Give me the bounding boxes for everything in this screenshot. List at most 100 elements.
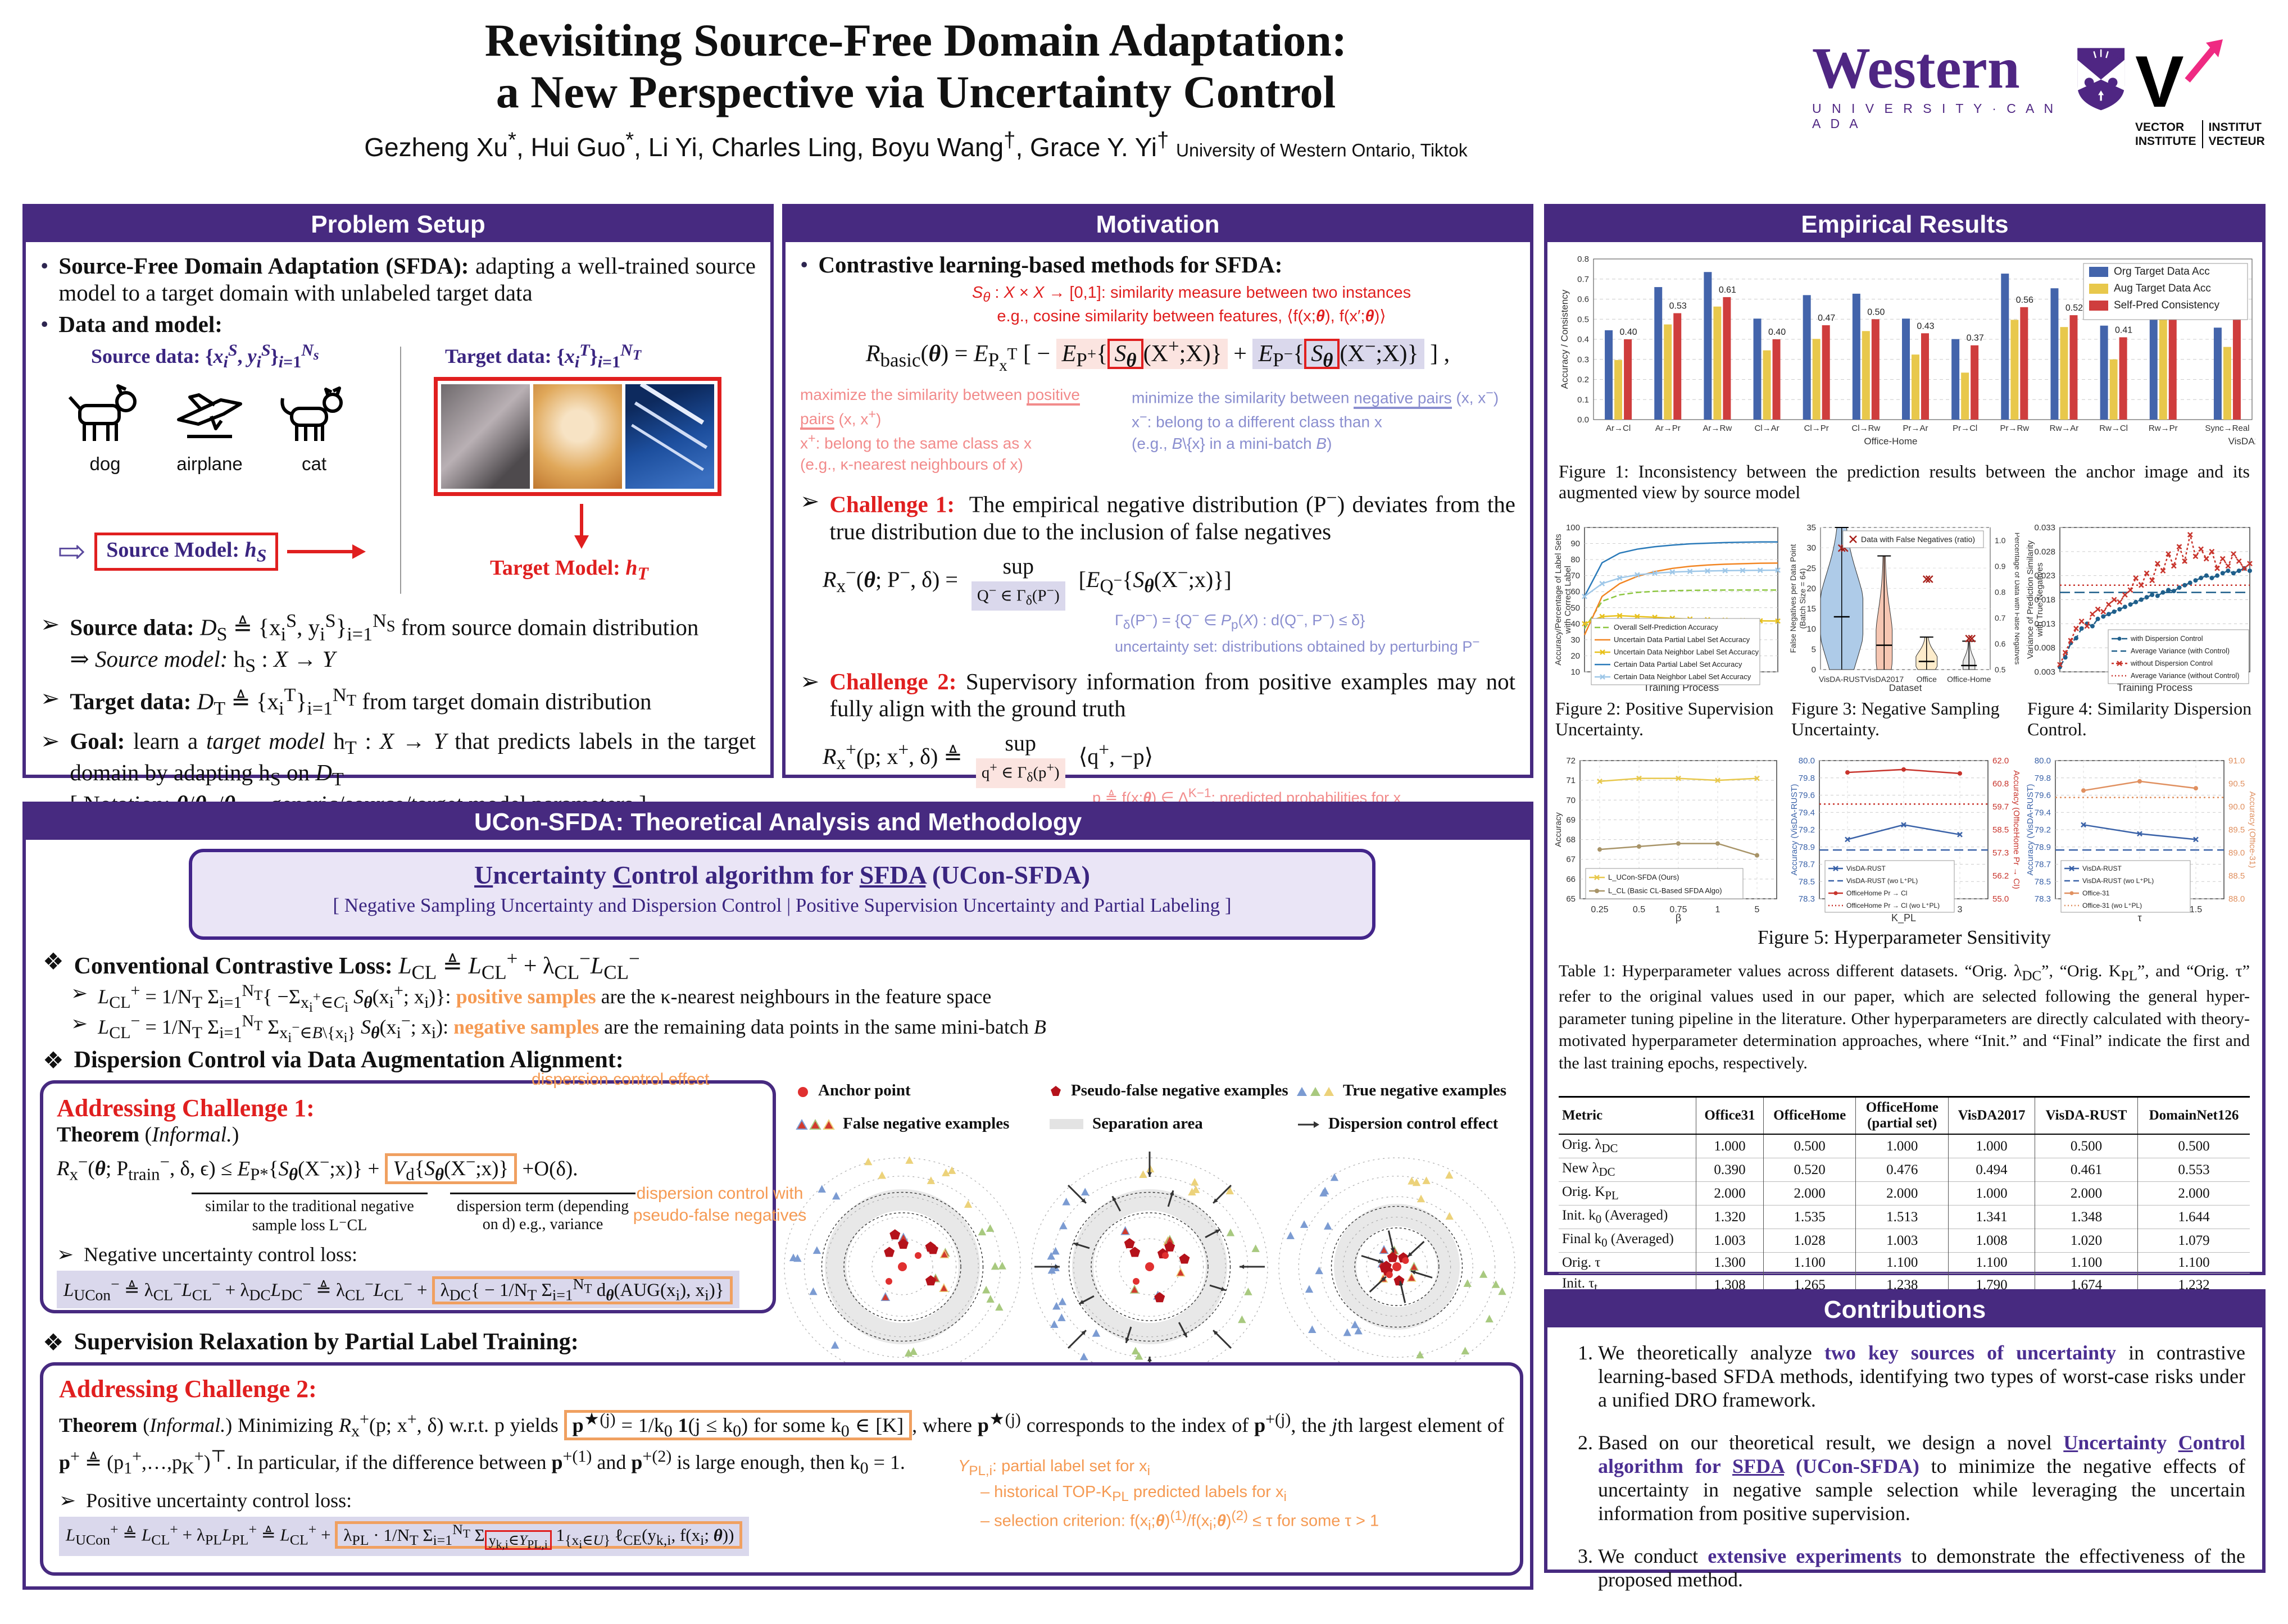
svg-text:89.0: 89.0	[2228, 848, 2245, 858]
target-photo-dog	[533, 384, 622, 489]
svg-text:0.003: 0.003	[2034, 667, 2055, 677]
class-label-dog: dog	[89, 453, 121, 474]
svg-text:30: 30	[1806, 543, 1816, 553]
svg-text:68: 68	[1566, 835, 1576, 845]
partial-label-heading: ❖ Supervision Relaxation by Partial Label…	[43, 1329, 579, 1356]
poster-header: Revisiting Source-Free Domain Adaptation…	[303, 15, 1528, 162]
figure3-caption: Figure 3: Negative Sampling Uncertainty.	[1791, 698, 2000, 739]
airplane-icon	[177, 393, 242, 438]
svg-text:0.25: 0.25	[1591, 905, 1608, 915]
contrastive-heading: • Contrastive learning-based methods for …	[800, 252, 1283, 278]
svg-text:90.5: 90.5	[2228, 779, 2245, 789]
problem-setup-header: Problem Setup	[26, 207, 770, 242]
vector-text-fr: INSTITUT VECTEUR	[2208, 121, 2265, 148]
svg-text:Rw→Ar: Rw→Ar	[2050, 424, 2079, 433]
svg-text:80.0: 80.0	[1799, 756, 1815, 766]
svg-text:Accuracy: Accuracy	[1554, 812, 1563, 847]
svg-text:59.7: 59.7	[1992, 802, 2009, 812]
svg-text:40: 40	[1570, 619, 1580, 629]
svg-text:Pr→Cl: Pr→Cl	[1953, 424, 1977, 433]
source-data-item: ➢ Source data: DS ≜ {xiS, yiS}i=1NS from …	[40, 611, 699, 677]
poster-title-line2: a New Perspective via Uncertainty Contro…	[496, 66, 1336, 117]
dispersion-heading: ❖ Dispersion Control via Data Augmentatio…	[43, 1047, 624, 1074]
svg-text:70: 70	[1566, 795, 1576, 805]
svg-text:91.0: 91.0	[2228, 756, 2245, 766]
cat-icon	[280, 386, 343, 441]
svg-text:80.0: 80.0	[2035, 756, 2051, 766]
svg-text:0.8: 0.8	[1995, 588, 2006, 597]
svg-text:Office: Office	[1917, 675, 1937, 684]
svg-text:78.9: 78.9	[1799, 843, 1815, 852]
svg-text:0.75: 0.75	[1669, 905, 1687, 915]
affiliation: University of Western Ontario, Tiktok	[1176, 139, 1468, 160]
svg-text:0.7: 0.7	[1577, 275, 1589, 284]
svg-text:Aug Target Data Acc: Aug Target Data Acc	[2114, 283, 2211, 294]
brace1-label: similar to the traditional negative samp…	[192, 1192, 428, 1235]
data-and-model-label: • Data and model:	[40, 311, 223, 337]
similarity-note: Sθ : X × X → [0,1]: similarity measure b…	[972, 284, 1411, 326]
challenge2-title: Addressing Challenge 2:	[59, 1375, 317, 1403]
svg-text:Pr→Rw: Pr→Rw	[2000, 424, 2029, 433]
svg-text:0.023: 0.023	[2034, 571, 2055, 581]
challenge1-title: Addressing Challenge 1:	[57, 1094, 315, 1122]
svg-text:79.4: 79.4	[1799, 808, 1815, 817]
figure5-caption: Figure 5: Hyperparameter Sensitivity	[1758, 926, 2051, 948]
svg-text:0.4: 0.4	[1577, 335, 1589, 344]
basic-risk-formula: Rbasic(θ) = EPxT [ − EP+{Sθ (X+;X)} + EP−…	[865, 335, 1450, 375]
svg-text:0.6: 0.6	[1995, 639, 2006, 648]
source-model-box: Source Model: hS	[94, 532, 279, 571]
neg-loss-label: ➢ Negative uncertainty control loss:	[57, 1243, 358, 1266]
svg-text:0.5: 0.5	[1995, 665, 2006, 674]
scatter-legend-item: True negative examples	[1296, 1081, 1509, 1100]
svg-text:60.8: 60.8	[1992, 779, 2009, 789]
svg-text:Accuracy/Percentage of Label S: Accuracy/Percentage of Label Sets	[1554, 534, 1563, 665]
scatter-legend-item: Pseudo-false negative examples	[1048, 1081, 1296, 1100]
target-images-box	[434, 377, 721, 496]
vector-logo: V VECTOR INSTITUTE INSTITUT VECTEUR	[2135, 39, 2270, 149]
svg-text:79.6: 79.6	[2035, 791, 2051, 800]
svg-text:88.5: 88.5	[2228, 871, 2245, 881]
svg-text:78.7: 78.7	[1799, 860, 1815, 870]
svg-text:90: 90	[1570, 539, 1580, 549]
svg-text:79.2: 79.2	[1799, 825, 1815, 835]
western-subtext: U N I V E R S I T Y · C A N A D A	[1812, 101, 2057, 131]
svg-text:78.7: 78.7	[2035, 860, 2051, 870]
figure5-beta-chart: 65 66 67 68 69 70 71 72 0.25 0.5 0.75 1 5 β Accuracy L_…	[1552, 756, 1783, 927]
algo-title: Uncertainty Control algorithm for SFDA (…	[474, 861, 1090, 889]
svg-text:Office-31 (wo L⁺PL): Office-31 (wo L⁺PL)	[2082, 902, 2142, 909]
svg-text:79.6: 79.6	[1799, 791, 1815, 800]
svg-text:Certain Data Partial Label Set: Certain Data Partial Label Set Accuracy	[1614, 660, 1742, 668]
svg-text:70: 70	[1570, 571, 1580, 581]
scatter-legend: Anchor point Pseudo-false negative exampl…	[796, 1081, 1520, 1133]
negative-samples-line: ➢ LCL− = 1/NT Σi=1NT Σxi−∈B\{xi} Sθ(xi−; …	[71, 1012, 1046, 1046]
svg-text:β: β	[1676, 912, 1681, 924]
class-label-airplane: airplane	[176, 453, 243, 474]
svg-text:L_UCon-SFDA (Ours): L_UCon-SFDA (Ours)	[1608, 873, 1679, 881]
svg-text:0.52: 0.52	[2065, 303, 2083, 313]
svg-text:Ar→Rw: Ar→Rw	[1703, 424, 1732, 433]
svg-text:VisDA-RUST: VisDA-RUST	[2082, 865, 2122, 872]
target-photo-cat	[441, 384, 530, 489]
svg-text:0.1: 0.1	[1577, 395, 1589, 404]
table-row: New λDC 0.390 0.520 0.476 0.494 0.461 0.553	[1559, 1158, 2250, 1182]
svg-text:τ: τ	[2137, 912, 2141, 924]
challenge2-theorem: Theorem (Informal.) Minimizing Rx+(p; x+…	[59, 1410, 1505, 1478]
svg-text:0.5: 0.5	[1633, 905, 1645, 915]
svg-text:56.2: 56.2	[1992, 871, 2009, 881]
svg-text:K_PL: K_PL	[1891, 912, 1916, 924]
table-row: Init. k0 (Averaged) 1.320 1.535 1.513 1.341 1…	[1559, 1205, 2250, 1229]
svg-text:0.56: 0.56	[2016, 295, 2033, 305]
svg-text:0.8: 0.8	[1577, 254, 1589, 264]
panel-empirical: Empirical Results 0.0 0.1 0.2 0.3 0.4 0.5 0.6 0…	[1544, 204, 2276, 1345]
dispersion-pseudo-note: dispersion control with pseudo-false neg…	[633, 1184, 807, 1225]
svg-text:79.4: 79.4	[2035, 808, 2051, 817]
svg-text:100: 100	[1566, 523, 1580, 533]
cl-loss-line: ❖ Conventional Contrastive Loss: LCL ≜ LC…	[43, 948, 640, 984]
panel-contributions: Contributions We theoretically analyze t…	[1544, 1289, 2266, 1591]
svg-text:78.5: 78.5	[2035, 877, 2051, 886]
svg-text:VisDA-RUST (wo L⁺PL): VisDA-RUST (wo L⁺PL)	[1846, 877, 1918, 885]
svg-text:Accuracy (Office-31): Accuracy (Office-31)	[2248, 791, 2255, 868]
panel-problem-setup: Problem Setup • Source-Free Domain Adapta…	[22, 204, 774, 821]
partial-label-notes: YPL,i: partial label set for xi – histor…	[958, 1457, 1379, 1534]
svg-text:Office-Home: Office-Home	[1864, 436, 1917, 447]
